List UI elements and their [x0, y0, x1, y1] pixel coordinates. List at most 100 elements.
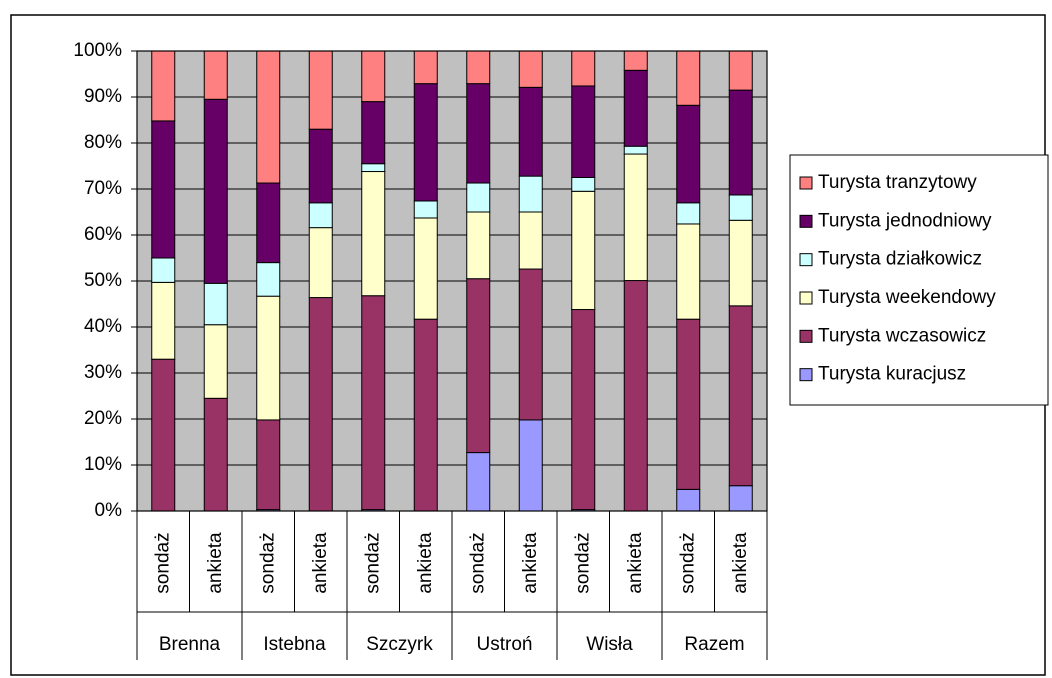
legend-label: Turysta działkowicz: [818, 249, 982, 270]
legend-label: Turysta weekendowy: [818, 287, 996, 308]
x-tick-label: ankieta: [310, 532, 331, 594]
bar-segment: [466, 278, 491, 454]
bar-segment: [361, 171, 386, 297]
group-label: Razem: [684, 634, 744, 655]
bar-segment: [361, 101, 386, 165]
bar-segment: [728, 89, 753, 196]
y-tick-label: 40%: [84, 316, 122, 337]
bar-segment: [676, 488, 701, 512]
legend-swatch: [799, 368, 813, 382]
bar-segment: [728, 305, 753, 487]
x-tick-label: sondaż: [257, 532, 278, 593]
y-tick-label: 0%: [95, 500, 123, 521]
bar-segment: [728, 219, 753, 307]
bar-segment: [203, 50, 228, 100]
bar-segment: [518, 86, 543, 177]
bar-segment: [256, 262, 281, 297]
group-label: Szczyrk: [366, 634, 433, 655]
legend-label: Turysta kuracjusz: [818, 364, 966, 385]
legend-label: Turysta tranzytowy: [818, 172, 977, 193]
bar-segment: [623, 69, 648, 147]
bar-segment: [413, 318, 438, 512]
bar-segment: [571, 190, 596, 311]
group-label: Ustroń: [477, 634, 533, 655]
bar-segment: [571, 309, 596, 511]
bar-segment: [571, 177, 596, 192]
x-tick-label: ankieta: [625, 532, 646, 594]
x-tick-label: sondaż: [677, 532, 698, 593]
group-label: Istebna: [263, 634, 326, 655]
y-tick-label: 20%: [84, 408, 122, 429]
bar-segment: [256, 50, 281, 184]
bar-segment: [466, 83, 491, 184]
bar-segment: [676, 104, 701, 204]
bar-segment: [728, 194, 753, 221]
bar-segment: [623, 280, 648, 512]
bar-segment: [676, 223, 701, 320]
x-tick-label: ankieta: [520, 532, 541, 594]
bar-segment: [413, 217, 438, 320]
x-tick-label: sondaż: [467, 532, 488, 593]
bar-segment: [308, 202, 333, 229]
y-tick-label: 30%: [84, 362, 122, 383]
x-tick-label: ankieta: [205, 532, 226, 594]
bar-segment: [308, 227, 333, 299]
bar-segment: [361, 295, 386, 511]
bar-segment: [676, 50, 701, 106]
bar-segment: [676, 318, 701, 490]
bar-segment: [728, 50, 753, 91]
bar-segment: [676, 202, 701, 225]
x-tick-label: ankieta: [730, 532, 751, 594]
bar-segment: [413, 50, 438, 85]
bar-segment: [308, 50, 333, 130]
bar-segment: [361, 163, 386, 173]
legend-label: Turysta wczasowicz: [818, 325, 986, 346]
bar-segment: [151, 50, 176, 122]
bar-segment: [256, 182, 281, 264]
group-label: Wisła: [586, 634, 633, 655]
bar-segment: [518, 50, 543, 88]
bar-segment: [361, 50, 386, 103]
y-tick-label: 10%: [84, 454, 122, 475]
y-tick-label: 80%: [84, 132, 122, 153]
legend-swatch: [799, 291, 813, 305]
bar-segment: [571, 85, 596, 178]
legend-label: Turysta jednodniowy: [818, 210, 992, 231]
bar-segment: [623, 50, 648, 71]
bar-segment: [413, 200, 438, 219]
bar-segment: [308, 297, 333, 512]
bar-segment: [466, 182, 491, 213]
bar-segment: [728, 485, 753, 512]
y-tick-label: 60%: [84, 224, 122, 245]
bar-segment: [413, 83, 438, 202]
y-tick-label: 90%: [84, 86, 122, 107]
bar-segment: [518, 419, 543, 512]
bar-segment: [151, 120, 176, 259]
legend-box: [789, 154, 1049, 406]
bar-segment: [151, 257, 176, 283]
x-tick-label: ankieta: [415, 532, 436, 594]
bar-segment: [151, 281, 176, 360]
bar-segment: [623, 145, 648, 155]
bar-segment: [308, 128, 333, 204]
legend-swatch: [799, 214, 813, 228]
bar-segment: [518, 175, 543, 213]
bar-segment: [256, 419, 281, 511]
y-tick-label: 100%: [73, 40, 122, 61]
y-tick-label: 50%: [84, 270, 122, 291]
bar-segment: [203, 397, 228, 512]
bar-segment: [203, 98, 228, 284]
bar-segment: [466, 50, 491, 85]
bar-segment: [571, 50, 596, 87]
bar-segment: [466, 452, 491, 512]
bar-segment: [518, 211, 543, 270]
bar-segment: [623, 153, 648, 282]
bar-segment: [256, 295, 281, 421]
x-tick-label: sondaż: [572, 532, 593, 593]
legend-swatch: [799, 329, 813, 343]
group-label: Brenna: [159, 634, 221, 655]
bar-segment: [203, 282, 228, 326]
legend-swatch: [799, 253, 813, 267]
bar-segment: [466, 211, 491, 280]
